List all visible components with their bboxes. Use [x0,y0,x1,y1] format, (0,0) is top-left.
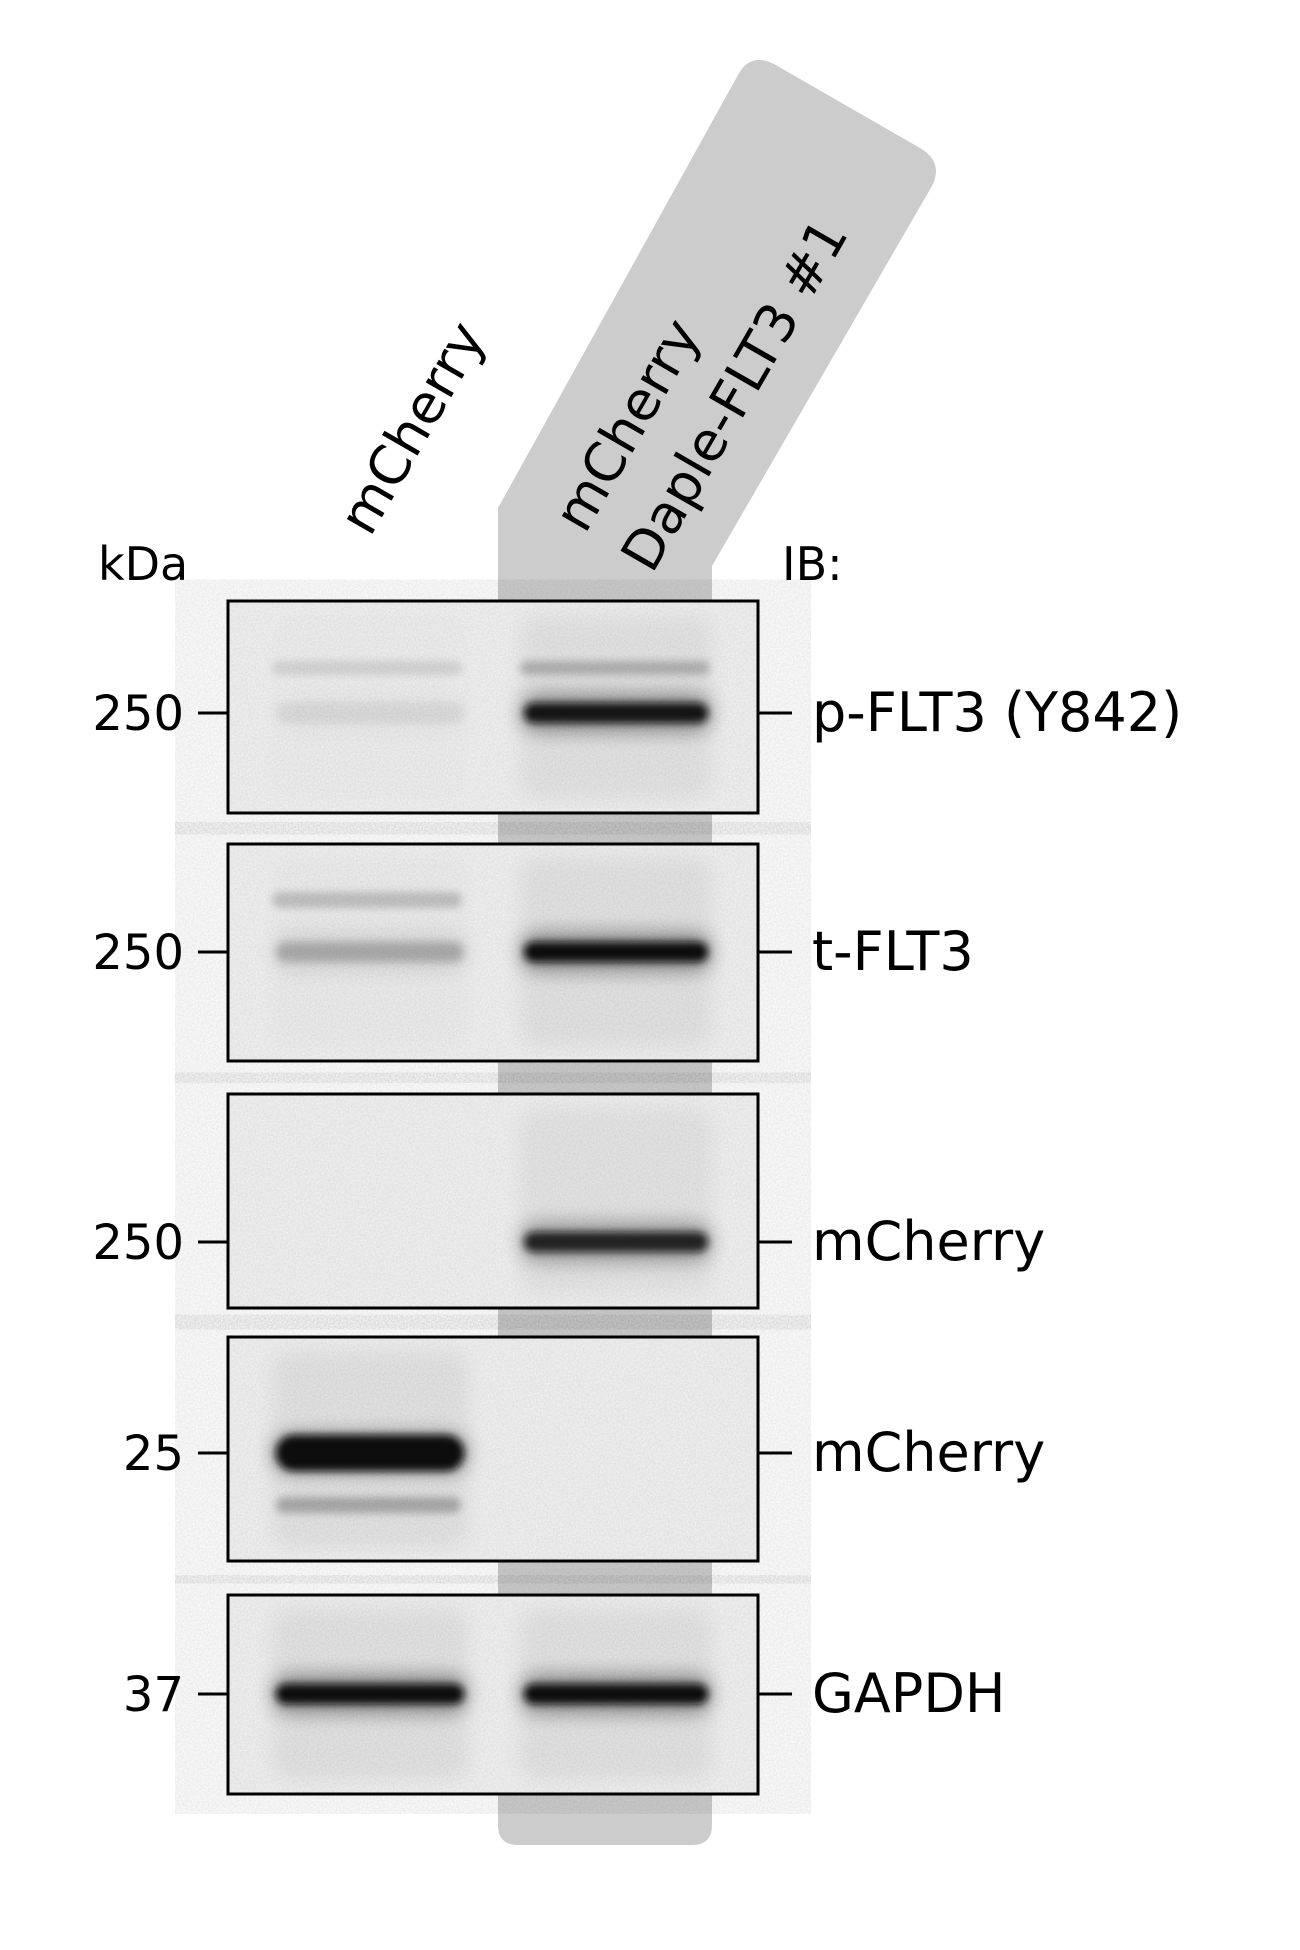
marker-label: 250 [92,1215,184,1271]
band [524,703,708,723]
lane-1-label: mCherry [327,311,498,544]
marker-label: 25 [123,1426,184,1482]
lane-smear [520,1108,712,1294]
antibody-label: GAPDH [812,1662,1006,1725]
panel-frame [226,1335,760,1563]
band [276,1684,464,1704]
band [276,703,464,723]
antibody-label: mCherry [812,1210,1045,1273]
panel-frame [226,1092,760,1310]
band [276,1435,464,1471]
band [524,1232,708,1252]
antibody-label: p-FLT3 (Y842) [812,681,1182,744]
marker-label: 37 [123,1667,184,1723]
blot-panel: 37 GAPDH [123,1593,1006,1796]
kda-header: kDa [98,537,188,591]
ib-header: IB: [782,537,843,591]
band [524,942,708,962]
faint-band [276,1497,461,1513]
blot-panel: 250 t-FLT3 [92,842,974,1063]
lane-1-label-line-1: mCherry [327,311,498,544]
faint-band [272,892,462,908]
faint-band [520,661,710,675]
blot-panel: 250 mCherry [92,1092,1045,1310]
antibody-label: mCherry [812,1421,1045,1484]
faint-band [272,661,462,675]
blot-panel: 25 mCherry [123,1335,1045,1563]
panel-frame [226,599,760,815]
band [276,942,464,962]
marker-label: 250 [92,686,184,742]
blot-panel: 250 p-FLT3 (Y842) [92,599,1182,815]
marker-label: 250 [92,925,184,981]
antibody-label: t-FLT3 [812,920,974,983]
band [524,1684,708,1704]
